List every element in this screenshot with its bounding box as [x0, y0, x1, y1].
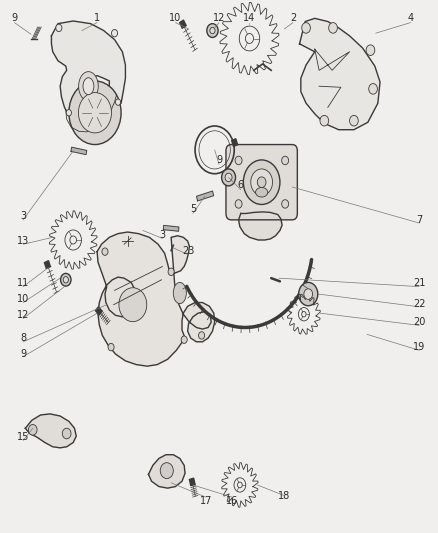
Text: 17: 17 — [200, 496, 212, 506]
Text: 3: 3 — [159, 230, 166, 240]
Text: 21: 21 — [413, 278, 425, 288]
Circle shape — [234, 478, 246, 492]
Circle shape — [257, 177, 266, 188]
Circle shape — [350, 115, 358, 126]
Circle shape — [304, 289, 313, 300]
Polygon shape — [239, 212, 282, 240]
Circle shape — [116, 99, 120, 106]
Circle shape — [70, 236, 77, 244]
Polygon shape — [189, 478, 195, 486]
Text: 1: 1 — [94, 13, 100, 23]
Polygon shape — [300, 18, 380, 130]
Circle shape — [225, 173, 232, 182]
Polygon shape — [51, 21, 125, 124]
Circle shape — [298, 308, 309, 321]
Text: 12: 12 — [17, 310, 29, 320]
Text: 14: 14 — [244, 13, 256, 23]
Text: 16: 16 — [226, 496, 238, 506]
Text: 2: 2 — [290, 13, 296, 23]
Circle shape — [222, 169, 236, 186]
Polygon shape — [220, 3, 279, 75]
Circle shape — [299, 282, 318, 306]
Circle shape — [235, 156, 242, 165]
Circle shape — [237, 482, 242, 488]
Text: 8: 8 — [20, 333, 26, 343]
Text: 20: 20 — [413, 317, 425, 327]
Polygon shape — [222, 463, 258, 507]
Text: 10: 10 — [17, 294, 29, 304]
Polygon shape — [71, 147, 87, 155]
Circle shape — [244, 160, 280, 205]
Circle shape — [112, 29, 117, 37]
Text: 13: 13 — [17, 236, 29, 246]
Circle shape — [207, 23, 218, 37]
Polygon shape — [232, 139, 237, 147]
Ellipse shape — [255, 188, 268, 197]
Circle shape — [302, 312, 306, 317]
Circle shape — [198, 332, 205, 339]
Circle shape — [78, 93, 112, 133]
Circle shape — [56, 24, 62, 31]
Polygon shape — [163, 225, 179, 231]
Text: 12: 12 — [213, 13, 225, 23]
Circle shape — [235, 200, 242, 208]
Circle shape — [63, 277, 68, 283]
Polygon shape — [180, 20, 186, 28]
Text: 23: 23 — [182, 246, 195, 256]
Circle shape — [282, 156, 289, 165]
Text: 7: 7 — [416, 215, 422, 225]
Circle shape — [119, 288, 147, 321]
Polygon shape — [25, 414, 76, 448]
Polygon shape — [148, 455, 185, 488]
Polygon shape — [97, 232, 215, 366]
Polygon shape — [95, 307, 102, 315]
Circle shape — [60, 273, 71, 286]
Circle shape — [251, 169, 272, 196]
Text: 22: 22 — [413, 298, 425, 309]
Circle shape — [66, 110, 71, 116]
Circle shape — [69, 81, 121, 144]
Polygon shape — [197, 191, 214, 201]
Text: 9: 9 — [216, 156, 222, 165]
Text: 4: 4 — [407, 13, 413, 23]
Polygon shape — [287, 294, 320, 334]
Polygon shape — [44, 261, 50, 269]
Circle shape — [102, 248, 108, 255]
Circle shape — [282, 200, 289, 208]
Circle shape — [302, 22, 311, 33]
Circle shape — [239, 26, 260, 51]
Text: 10: 10 — [170, 13, 182, 23]
Ellipse shape — [79, 71, 98, 101]
Text: 18: 18 — [278, 490, 290, 500]
Circle shape — [108, 343, 114, 351]
Ellipse shape — [173, 282, 186, 304]
Ellipse shape — [83, 78, 94, 95]
Circle shape — [210, 27, 215, 34]
Polygon shape — [49, 211, 97, 269]
Circle shape — [245, 34, 254, 44]
Circle shape — [181, 336, 187, 343]
FancyBboxPatch shape — [226, 144, 297, 220]
Circle shape — [62, 428, 71, 439]
Circle shape — [366, 45, 375, 55]
Circle shape — [160, 463, 173, 479]
Circle shape — [28, 424, 37, 435]
Text: 3: 3 — [20, 211, 26, 221]
Text: 19: 19 — [413, 342, 425, 352]
Text: 11: 11 — [17, 278, 29, 288]
Text: 15: 15 — [17, 432, 29, 442]
Circle shape — [328, 22, 337, 33]
Text: 5: 5 — [190, 204, 196, 214]
Text: 9: 9 — [20, 349, 26, 359]
Text: 9: 9 — [11, 13, 18, 23]
Circle shape — [168, 268, 174, 276]
Text: 6: 6 — [238, 180, 244, 190]
Circle shape — [320, 115, 328, 126]
Circle shape — [369, 84, 378, 94]
Circle shape — [65, 230, 81, 250]
